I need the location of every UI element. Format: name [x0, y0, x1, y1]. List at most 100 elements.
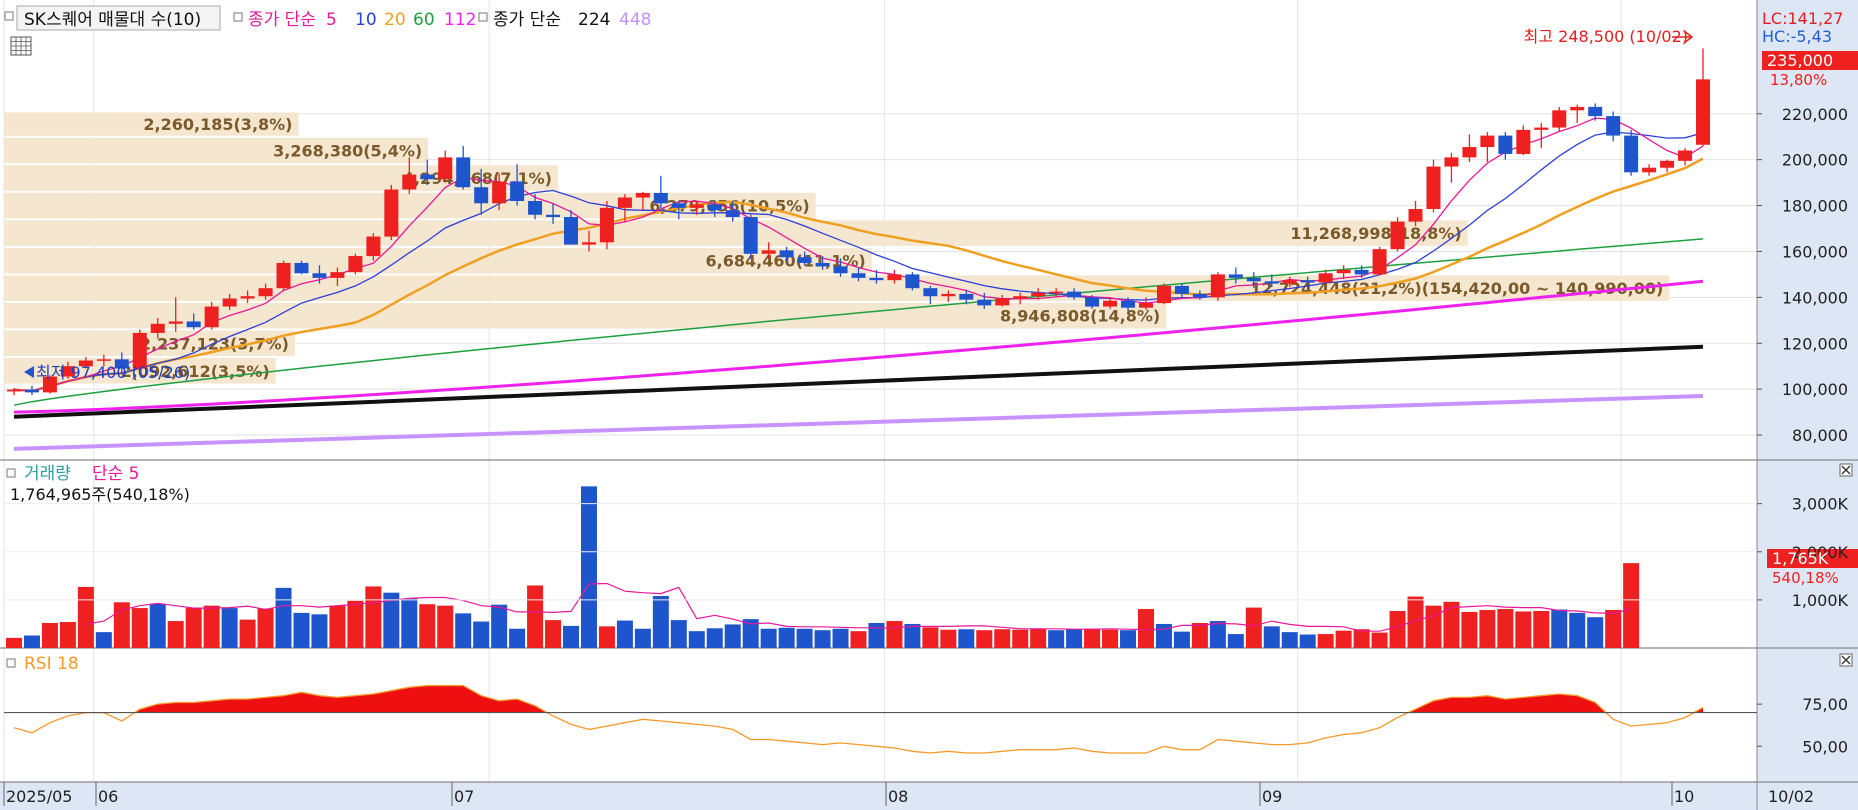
- candle: [258, 283, 273, 300]
- candle-body: [1642, 167, 1657, 173]
- candle: [581, 230, 596, 252]
- volume-bar: [1533, 610, 1550, 648]
- candle: [1121, 297, 1136, 312]
- volume-bar: [1515, 611, 1532, 648]
- volume-bar: [455, 613, 472, 648]
- volume-ma-line: [85, 582, 1632, 632]
- candle-body: [1085, 297, 1100, 307]
- candle: [528, 194, 543, 220]
- candle: [474, 168, 489, 215]
- volume-bar: [1066, 629, 1083, 648]
- candle-body: [1354, 269, 1369, 275]
- close-panel-icon[interactable]: [1839, 653, 1853, 667]
- volume-tick-label: 1,000K: [1792, 591, 1849, 610]
- hc-label: HC:-5,43: [1762, 27, 1832, 46]
- rsi-panel: [4, 658, 1762, 754]
- x-tick-label: 07: [454, 787, 474, 806]
- volume-bar: [1371, 632, 1388, 648]
- candle-body: [887, 274, 902, 281]
- volume-title: 거래량: [24, 464, 71, 484]
- candle: [869, 269, 884, 284]
- candle-body: [743, 217, 758, 254]
- candle-body: [438, 157, 453, 180]
- candle: [1156, 283, 1171, 305]
- candle-body: [42, 376, 57, 393]
- candle-body: [923, 288, 938, 297]
- candle-body: [581, 242, 596, 245]
- candle: [186, 313, 201, 330]
- candle-body: [294, 262, 309, 274]
- candle: [815, 256, 830, 270]
- volume-bar: [23, 635, 40, 648]
- candle-body: [1246, 277, 1261, 282]
- candle-body: [456, 157, 471, 188]
- volume-bar: [1623, 563, 1640, 648]
- candle-body: [1013, 296, 1028, 299]
- candle-body: [510, 181, 525, 201]
- candle-body: [492, 181, 507, 204]
- candle-body: [1210, 274, 1225, 298]
- candle: [1408, 200, 1423, 227]
- candle-body: [1408, 209, 1423, 222]
- profile-bar: [4, 220, 1468, 246]
- candle: [114, 352, 129, 374]
- candle-body: [1444, 157, 1459, 167]
- candle: [78, 357, 93, 369]
- volume-bar: [437, 605, 454, 648]
- ma112-line: [13, 279, 1704, 414]
- candle-body: [150, 323, 165, 333]
- volume-bar: [922, 627, 939, 648]
- candle-body: [474, 187, 489, 204]
- volume-bar: [1263, 626, 1280, 648]
- volume-bar: [293, 612, 310, 648]
- volume-bar: [1497, 609, 1514, 648]
- candle-body: [1534, 127, 1549, 130]
- close-panel-icon[interactable]: [1839, 463, 1853, 477]
- candle: [1067, 288, 1082, 300]
- candle: [689, 200, 704, 215]
- candle-body: [1228, 274, 1243, 278]
- table-icon[interactable]: [10, 36, 32, 56]
- candle: [1103, 297, 1118, 309]
- chart-title: SK스퀘어 매물대 수(10): [24, 10, 201, 30]
- volume-bar: [113, 602, 130, 648]
- candle-body: [671, 203, 686, 208]
- candle: [330, 267, 345, 286]
- volume-bar: [275, 587, 292, 648]
- high-label: 최고 248,500 (10/02): [1524, 27, 1688, 46]
- legend-square-icon: [6, 468, 16, 478]
- close-x: [1841, 655, 1851, 665]
- candle: [797, 251, 812, 266]
- volume-bar: [1587, 617, 1604, 648]
- volume-bar: [311, 614, 328, 648]
- volume-bar: [1479, 609, 1496, 648]
- candle: [1570, 104, 1585, 123]
- candle-body: [384, 189, 399, 237]
- volume-bar: [77, 586, 94, 648]
- candle-body: [761, 250, 776, 254]
- volume-bar: [1084, 628, 1101, 648]
- candle: [168, 297, 183, 332]
- volume-bar: [1569, 612, 1586, 648]
- lc-label: LC:141,27: [1762, 9, 1843, 28]
- volume-value-label: 1,764,965주(540,18%): [10, 485, 190, 504]
- candle-body: [1516, 129, 1531, 154]
- legend-square-icon: [233, 12, 243, 22]
- volume-bar: [1209, 621, 1226, 648]
- candle-body: [402, 174, 417, 190]
- candle: [96, 354, 111, 367]
- price-tick-label: 140,000: [1782, 288, 1848, 307]
- price-axis: [1757, 51, 1858, 436]
- candle-body: [132, 332, 147, 369]
- volume-bar: [419, 604, 436, 648]
- candle: [1696, 48, 1710, 146]
- candle: [24, 385, 39, 396]
- volume-bar: [347, 600, 364, 648]
- candle: [150, 318, 165, 339]
- candle: [959, 290, 974, 305]
- price-tick-label: 220,000: [1782, 105, 1848, 124]
- candle-body: [1121, 300, 1136, 308]
- profile-bar: [4, 302, 1167, 329]
